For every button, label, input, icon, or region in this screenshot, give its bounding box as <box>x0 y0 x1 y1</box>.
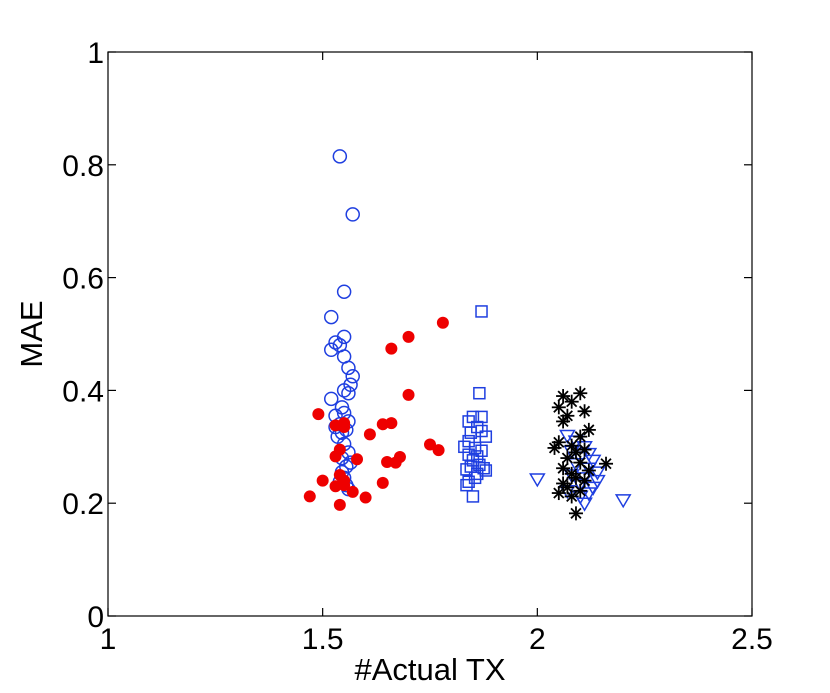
data-point <box>614 494 632 509</box>
data-point <box>363 428 376 441</box>
data-marks <box>303 149 632 521</box>
x-tick-label: 2 <box>529 623 546 656</box>
data-point <box>576 497 593 512</box>
data-point <box>556 389 571 404</box>
data-point <box>573 429 588 444</box>
plot-area <box>107 51 753 617</box>
data-point <box>329 450 342 463</box>
y-tick-label: 1 <box>87 37 104 70</box>
data-point <box>436 316 449 329</box>
data-point <box>564 438 579 453</box>
data-point <box>303 490 316 503</box>
data-point <box>599 456 614 471</box>
x-axis-label: #Actual TX <box>354 652 505 687</box>
data-point <box>359 491 372 504</box>
data-point <box>581 422 596 437</box>
data-point <box>466 410 480 424</box>
data-point <box>475 410 488 424</box>
data-point <box>581 463 596 478</box>
y-tick-label: 0.2 <box>62 488 104 521</box>
data-point <box>479 464 493 477</box>
data-point <box>577 404 592 419</box>
data-point <box>324 391 339 407</box>
data-point <box>351 453 364 466</box>
data-point <box>336 284 352 299</box>
data-point <box>589 474 606 490</box>
data-point <box>573 483 588 498</box>
y-tick-label: 0.4 <box>62 375 104 408</box>
data-point <box>338 417 351 430</box>
data-point <box>376 418 389 431</box>
data-point <box>470 467 484 481</box>
data-point <box>460 478 473 492</box>
data-point <box>473 386 486 400</box>
data-point <box>424 438 436 451</box>
data-point <box>402 330 415 343</box>
data-point <box>329 480 342 493</box>
x-tick-label: 1.5 <box>302 623 344 656</box>
x-tick-label: 1 <box>100 623 117 656</box>
y-tick-label: 0 <box>87 601 104 634</box>
data-point <box>316 474 329 487</box>
data-point <box>324 309 339 325</box>
data-point <box>551 486 566 501</box>
data-point <box>547 440 562 455</box>
data-point <box>312 408 325 421</box>
data-point <box>479 430 493 443</box>
data-point <box>584 454 602 469</box>
data-point <box>336 383 352 398</box>
data-point <box>468 471 482 485</box>
data-point <box>564 394 579 409</box>
data-point <box>551 400 566 415</box>
axis-ticks: 1 1.5 2 2.5 0 0.2 0.4 0.6 0.8 1 <box>62 37 773 656</box>
data-point <box>475 305 488 318</box>
data-point <box>324 342 339 358</box>
data-point <box>346 485 359 498</box>
data-point <box>345 369 360 384</box>
data-point <box>470 450 484 463</box>
data-point <box>573 386 588 401</box>
y-tick-label: 0.8 <box>62 150 104 183</box>
data-point <box>341 360 356 376</box>
data-point <box>376 476 389 489</box>
data-point <box>468 441 482 455</box>
data-point <box>556 414 571 429</box>
data-point <box>333 498 346 511</box>
data-point <box>568 506 583 521</box>
data-point <box>564 489 579 504</box>
data-point <box>385 342 398 355</box>
data-point <box>462 475 475 489</box>
data-point <box>402 388 415 401</box>
data-point <box>556 461 571 476</box>
data-point <box>345 207 360 222</box>
data-point <box>589 466 606 481</box>
y-tick-label: 0.6 <box>62 263 104 296</box>
data-point <box>328 335 343 350</box>
data-point <box>389 456 402 469</box>
data-point <box>381 456 394 469</box>
y-axis-label: MAE <box>14 300 49 367</box>
data-point <box>332 149 348 164</box>
data-point <box>529 473 546 488</box>
data-point <box>466 490 480 503</box>
data-point <box>341 385 356 401</box>
data-point <box>432 444 445 457</box>
x-tick-label: 2.5 <box>731 623 773 656</box>
